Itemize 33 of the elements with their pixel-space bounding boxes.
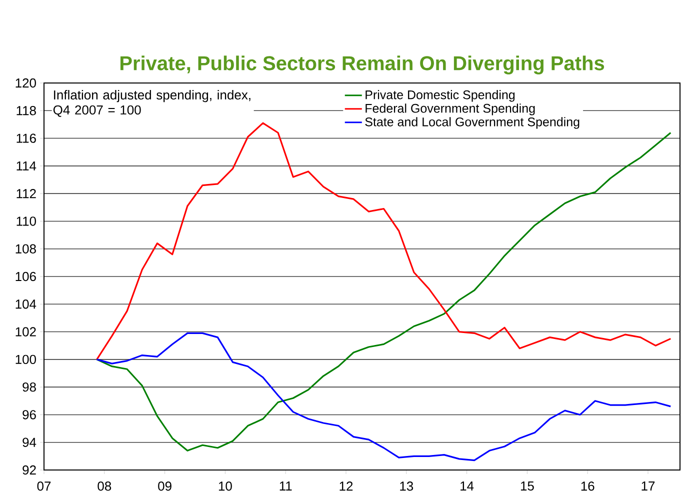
x-tick-label: 14 bbox=[460, 482, 474, 490]
annotation: Inflation adjusted spending, index, Q4 2007 = 100 bbox=[53, 90, 250, 117]
line-series bbox=[96, 132, 672, 452]
legend-label: Federal Government Spending bbox=[366, 104, 535, 116]
y-tick-label: 98 bbox=[22, 382, 36, 392]
y-tick-label: 104 bbox=[16, 300, 36, 309]
y-tick-label: 118 bbox=[16, 106, 36, 116]
x-tick-label: 13 bbox=[400, 482, 414, 491]
y-tick-label: 102 bbox=[16, 327, 36, 336]
x-tick-label: 12 bbox=[340, 482, 353, 491]
y-tick-label: 112 bbox=[16, 189, 36, 198]
x-tick-label: 17 bbox=[642, 482, 655, 490]
legend-label: Private Domestic Spending bbox=[366, 90, 515, 102]
y-tick-label: 120 bbox=[16, 78, 36, 88]
y-tick-label: 100 bbox=[16, 354, 36, 364]
x-tick-label: 07 bbox=[37, 482, 51, 491]
line-series bbox=[96, 332, 672, 462]
y-tick-label: 94 bbox=[22, 438, 36, 447]
y-tick-label: 92 bbox=[22, 465, 36, 475]
legend-label: State and Local Government Spending bbox=[365, 117, 580, 129]
chart-title: Private, Public Sectors Remain On Diverging Paths bbox=[120, 56, 604, 74]
y-tick-label: 96 bbox=[22, 410, 36, 420]
x-tick-label: 09 bbox=[158, 482, 172, 491]
y-tick-label: 114 bbox=[16, 161, 36, 170]
x-tick-label: 10 bbox=[218, 482, 232, 491]
y-tick-label: 116 bbox=[16, 134, 36, 143]
x-tick-label: 08 bbox=[98, 482, 112, 491]
x-tick-label: 11 bbox=[280, 482, 292, 490]
y-tick-label: 110 bbox=[16, 216, 36, 226]
x-tick-label: 16 bbox=[581, 482, 594, 491]
y-tick-label: 106 bbox=[16, 272, 36, 282]
y-tick-label: 108 bbox=[16, 244, 36, 254]
x-tick-label: 15 bbox=[520, 482, 534, 491]
